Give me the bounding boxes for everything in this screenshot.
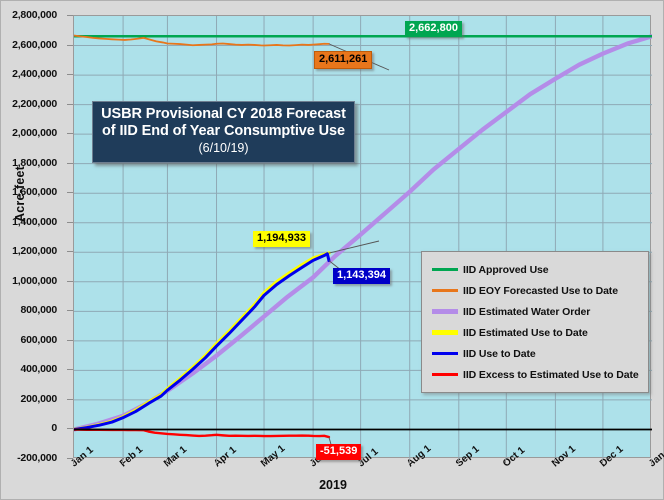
y-axis-tick-mark [67, 310, 73, 312]
legend-item[interactable]: IID EOY Forecasted Use to Date [422, 280, 648, 301]
y-axis: 2,800,000 2,600,000 2,400,000 2,200,000 2,00… [1, 1, 73, 472]
x-axis-tick-mark [408, 459, 410, 464]
y-axis-tick-mark [67, 74, 73, 76]
x-axis-tick-mark [457, 459, 459, 464]
x-axis-tick-mark [601, 459, 603, 464]
y-axis-tick-mark [67, 458, 73, 459]
x-axis-title: 2019 [319, 478, 347, 492]
chart-title-line-1: USBR Provisional CY 2018 Forecast [101, 106, 346, 122]
series-lines [74, 34, 652, 449]
y-axis-title: Acre-feet [13, 166, 27, 222]
legend-swatch-icon [432, 373, 458, 376]
x-axis-tick-mark [359, 459, 361, 464]
y-axis-tick-label: 1,000,000 [12, 274, 57, 287]
y-axis-tick-label: 800,000 [20, 304, 57, 317]
y-axis-tick-mark [67, 398, 73, 400]
data-label-excess-use: -51,539 [316, 444, 362, 460]
legend-swatch-icon [432, 330, 458, 335]
y-axis-tick-label: 1,400,000 [12, 215, 57, 228]
y-axis-tick-label: 1,800,000 [12, 156, 57, 169]
y-axis-tick-mark [67, 15, 73, 16]
legend-item-label: IID Estimated Use to Date [463, 326, 588, 339]
series-line [74, 251, 331, 432]
y-axis-tick-label: 2,400,000 [12, 68, 57, 81]
x-axis-tick-mark [73, 459, 74, 464]
data-label-eoy-forecast: 2,611,261 [314, 51, 373, 69]
legend-item-label: IID Excess to Estimated Use to Date [463, 368, 639, 381]
x-axis-tick-mark [651, 459, 652, 464]
legend-item[interactable]: IID Approved Use [422, 259, 648, 280]
data-label-estimated-use: 1,194,933 [253, 231, 310, 247]
y-axis-tick-mark [67, 162, 73, 164]
legend-item[interactable]: IID Use to Date [422, 343, 648, 364]
y-axis-tick-label: 2,000,000 [12, 127, 57, 140]
legend-item-label: IID EOY Forecasted Use to Date [463, 284, 618, 297]
x-axis-tick-mark [312, 459, 314, 464]
y-axis-tick-mark [67, 221, 73, 223]
legend-swatch-icon [432, 268, 458, 271]
x-axis-tick-mark [263, 459, 265, 464]
data-label-approved-use: 2,662,800 [405, 21, 462, 37]
legend-item-label: IID Use to Date [463, 347, 536, 360]
legend-item-label: IID Approved Use [463, 263, 549, 276]
chart-legend: IID Approved Use IID EOY Forecasted Use t… [421, 251, 649, 393]
y-axis-tick-mark [67, 339, 73, 341]
y-axis-tick-label: 200,000 [20, 392, 57, 405]
y-axis-tick-mark [67, 44, 73, 46]
chart-title-line-2: of IID End of Year Consumptive Use [102, 123, 345, 139]
y-axis-tick-mark [67, 192, 73, 194]
legend-swatch-icon [432, 352, 458, 355]
y-axis-tick-mark [67, 369, 73, 371]
series-line [74, 34, 330, 47]
chart-title-date: (6/10/19) [198, 141, 249, 155]
callout-leader-line [328, 240, 380, 254]
x-axis-tick-mark [122, 459, 124, 464]
y-axis-tick-label: 400,000 [20, 363, 57, 376]
y-axis-tick-label: -200,000 [17, 452, 57, 464]
y-axis-tick-mark [67, 133, 73, 135]
y-axis-tick-label: 600,000 [20, 333, 57, 346]
legend-item[interactable]: IID Estimated Water Order [422, 301, 648, 322]
series-line [74, 428, 331, 439]
y-axis-tick-mark [67, 280, 73, 282]
legend-item-label: IID Estimated Water Order [463, 305, 591, 318]
y-axis-tick-label: 1,600,000 [12, 186, 57, 199]
y-axis-tick-label: 1,200,000 [12, 245, 57, 258]
y-axis-tick-label: 0 [51, 422, 57, 435]
x-axis-tick-mark [215, 459, 217, 464]
y-axis-tick-mark [67, 428, 73, 430]
y-axis-tick-mark [67, 103, 73, 105]
x-axis-tick-mark [166, 459, 168, 464]
y-axis-tick-label: 2,200,000 [12, 97, 57, 110]
legend-item[interactable]: IID Estimated Use to Date [422, 322, 648, 343]
y-axis-tick-label: 2,800,000 [12, 9, 57, 21]
legend-swatch-icon [432, 309, 458, 314]
y-axis-tick-mark [67, 251, 73, 253]
data-label-use-to-date: 1,143,394 [333, 268, 390, 284]
chart-title-box: USBR Provisional CY 2018 Forecast of IID… [92, 101, 355, 163]
series-line [74, 252, 331, 431]
x-axis-tick-mark [505, 459, 507, 464]
x-axis-tick-mark [554, 459, 556, 464]
legend-swatch-icon [432, 289, 458, 292]
legend-item[interactable]: IID Excess to Estimated Use to Date [422, 364, 648, 385]
y-axis-tick-label: 2,600,000 [12, 38, 57, 51]
